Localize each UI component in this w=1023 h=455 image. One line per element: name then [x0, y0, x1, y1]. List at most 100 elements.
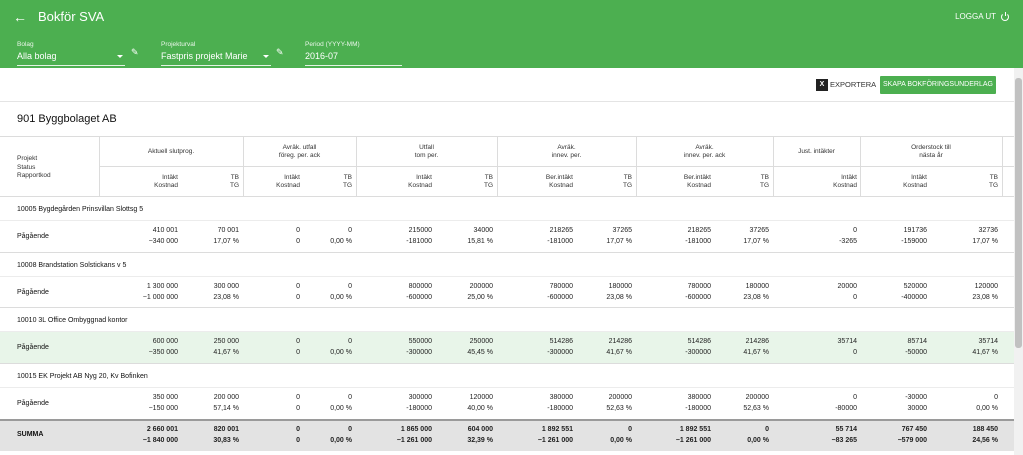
value-cell-b: 300 000 23,08 % [179, 281, 239, 303]
value-secondary: 23,08 % [606, 294, 632, 301]
value-secondary: 23,08 % [743, 294, 769, 301]
value-primary: 70 001 [217, 227, 239, 234]
value-cell-b: 0 0,00 % [292, 225, 352, 247]
value-primary: 85714 [907, 338, 927, 345]
subheader-b: TB TG [602, 174, 632, 190]
row-divider [0, 220, 1014, 221]
value-cell-b: 250000 45,45 % [433, 336, 493, 358]
value-cell-b: 180000 23,08 % [709, 281, 769, 303]
page-title: Bokför SVA [38, 9, 105, 24]
value-secondary: 0 [296, 405, 300, 412]
subheader-a-line2: Kostnad [687, 182, 711, 189]
logout-button[interactable]: LOGGA UT [955, 12, 1009, 22]
summary-cell-a: 55 714 −83 265 [777, 424, 858, 446]
value-secondary: -600000 [547, 294, 573, 301]
value-primary: 300 000 [213, 283, 239, 290]
value-secondary: 0 [296, 294, 300, 301]
row-header-rapportkod: Rapportkod [17, 172, 51, 179]
summary-primary: 0 [628, 426, 632, 433]
pencil-icon[interactable]: ✎ [131, 47, 139, 57]
export-button[interactable]: X EXPORTERA [816, 79, 876, 91]
value-cell-a: 350 000 −150 000 [98, 392, 178, 414]
subheader-b-line1: TB [343, 174, 352, 181]
summary-cell-a: 767 450 −579 000 [847, 424, 927, 446]
value-primary: 380000 [687, 394, 711, 401]
value-secondary: 0 [296, 349, 300, 356]
period-input[interactable]: 2016-07 [305, 51, 402, 66]
project-title: 10015 EK Projekt AB Nyg 20, Kv Bofinken [17, 373, 148, 380]
table-top-divider [0, 136, 1014, 137]
value-cell-a: 380000 -180000 [631, 392, 711, 414]
logout-label: LOGGA UT [955, 12, 996, 21]
subheader-b-line1: TB [623, 174, 632, 181]
subheader-b-line2: TG [342, 182, 352, 189]
toolbar: X EXPORTERA SKAPA BOKFÖRINGSUNDERLAG [0, 68, 1014, 102]
value-cell-b: 180000 23,08 % [572, 281, 632, 303]
value-secondary: -181000 [406, 238, 432, 245]
value-cell-b: 34000 15,81 % [433, 225, 493, 247]
column-title-line2: innev. per. ack [683, 152, 726, 159]
bolag-label: Bolag [17, 41, 34, 48]
value-secondary: -159000 [901, 238, 927, 245]
summary-cell-a: 2 660 001 −1 840 000 [98, 424, 178, 446]
projekturval-select[interactable]: Fastpris projekt Marie [161, 51, 271, 66]
subheader-a: Intäkt Kostnad [220, 174, 300, 190]
value-primary: 250 000 [213, 338, 239, 345]
value-cell-b: 200000 25,00 % [433, 281, 493, 303]
value-secondary: 0,00 % [330, 294, 352, 301]
value-cell-b: 37265 17,07 % [709, 225, 769, 247]
value-cell-a: 780000 -600000 [493, 281, 573, 303]
value-primary: 0 [296, 227, 300, 234]
value-secondary: -180000 [406, 405, 432, 412]
summary-secondary: 30,83 % [213, 437, 239, 444]
value-cell-a: 0 -3265 [777, 225, 857, 247]
value-secondary: 0,00 % [976, 405, 998, 412]
bolag-field[interactable]: Bolag Alla bolag [17, 41, 125, 66]
value-secondary: 0 [853, 349, 857, 356]
column-title-line1: Avräk. [695, 144, 714, 151]
export-label: EXPORTERA [830, 80, 877, 89]
column-title: Avräk. innev. per. [497, 144, 636, 160]
summary-secondary: 0,00 % [330, 437, 352, 444]
subheader-a: Intäkt Kostnad [352, 174, 432, 190]
chevron-down-icon [117, 55, 123, 58]
subheader-a-line2: Kostnad [833, 182, 857, 189]
summary-primary: 1 892 551 [679, 426, 711, 433]
value-secondary: 45,45 % [467, 349, 493, 356]
row-header-labels: Projekt Status Rapportkod [17, 155, 51, 181]
scrollbar-thumb[interactable] [1015, 78, 1022, 348]
value-primary: 520000 [903, 283, 927, 290]
value-secondary: -3265 [839, 238, 857, 245]
value-secondary: 40,00 % [467, 405, 493, 412]
value-primary: -30000 [905, 394, 927, 401]
value-secondary: −340 000 [148, 238, 178, 245]
value-secondary: 57,14 % [213, 405, 239, 412]
value-primary: 214286 [608, 338, 632, 345]
value-primary: 0 [348, 227, 352, 234]
value-cell-b: 0 0,00 % [292, 281, 352, 303]
back-arrow-icon[interactable]: ← [13, 9, 27, 25]
period-field[interactable]: Period (YYYY-MM) 2016-07 [305, 41, 402, 66]
app-header: ← Bokför SVA LOGGA UT Bolag Alla bolag ✎… [0, 0, 1023, 68]
header-mid-divider [99, 166, 1014, 167]
column-title-line1: Utfall [419, 144, 434, 151]
value-secondary: 41,67 % [213, 349, 239, 356]
summary-secondary: −1 840 000 [142, 437, 178, 444]
subheader-b-line2: TG [759, 182, 769, 189]
pencil-icon[interactable]: ✎ [276, 47, 284, 57]
value-cell-b: 200000 52,63 % [709, 392, 769, 414]
summary-primary: 1 865 000 [400, 426, 432, 433]
create-bookkeeping-button[interactable]: SKAPA BOKFÖRINGSUNDERLAG [880, 76, 996, 94]
value-cell-b: 37265 17,07 % [572, 225, 632, 247]
group-divider [0, 363, 1014, 364]
vertical-scrollbar[interactable] [1014, 68, 1023, 455]
subheader-b-line2: TG [483, 182, 493, 189]
value-secondary: 41,67 % [743, 349, 769, 356]
projekturval-field[interactable]: Projekturval Fastpris projekt Marie [161, 41, 271, 66]
value-secondary: -300000 [685, 349, 711, 356]
bolag-select[interactable]: Alla bolag [17, 51, 125, 66]
value-primary: 350 000 [152, 394, 178, 401]
subheader-b: TB TG [739, 174, 769, 190]
value-cell-a: 0 -80000 [777, 392, 857, 414]
